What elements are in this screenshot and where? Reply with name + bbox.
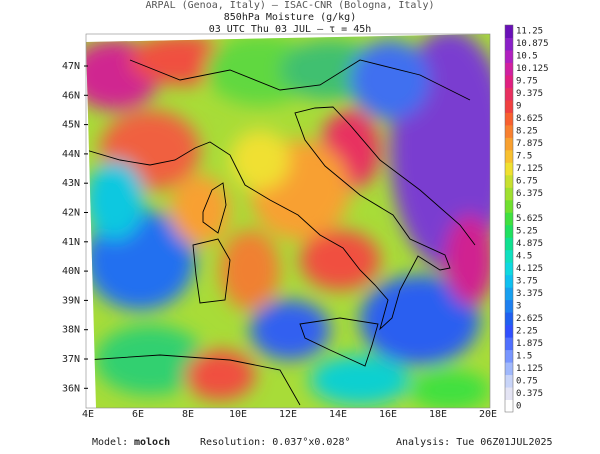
colorbar-swatch [505,362,513,376]
colorbar-label: 3.75 [516,276,538,286]
colorbar-swatch [505,187,513,201]
colorbar-label: 10.5 [516,52,538,62]
header-line: ARPAL (Genoa, Italy) – ISAC-CNR (Bologna… [146,0,435,11]
colorbar-swatch [505,274,513,288]
colorbar-swatch [505,399,513,413]
footer-model-value: moloch [134,437,170,448]
colorbar-swatch [505,212,513,226]
colorbar-swatch [505,337,513,351]
lat-label: 40N [62,266,80,277]
lon-label: 10E [229,409,247,420]
coastlines [86,59,476,406]
lon-label: 4E [82,409,94,420]
header-line: 03 UTC Thu 03 JUL – τ = 45h [209,24,372,35]
colorbar-label: 1.5 [516,351,532,361]
lat-label: 47N [62,61,80,72]
colorbar-label: 8.25 [516,127,538,137]
colorbar-label: 0.75 [516,376,538,386]
colorbar-swatch [505,237,513,251]
colorbar-swatch [505,99,513,113]
colorbar-label: 4.5 [516,251,532,261]
colorbar-swatch [505,174,513,188]
colorbar-label: 4.875 [516,239,543,249]
colorbar-swatch [505,287,513,301]
colorbar-swatch [505,312,513,326]
footer-model-label: Model: [92,437,128,448]
colorbar-swatch [505,87,513,101]
colorbar-label: 6.75 [516,177,538,187]
colorbar-label: 8.625 [516,114,543,124]
colorbar-label: 4.125 [516,264,543,274]
lat-label: 39N [62,295,80,306]
footer-analysis: Analysis: Tue 06Z01JUL2025 [396,437,553,448]
moisture-field [86,34,490,408]
colorbar-swatch [505,25,513,38]
colorbar-label: 10.125 [516,64,549,74]
header-line: 850hPa Moisture (g/kg) [224,12,356,23]
lon-label: 20E [479,409,497,420]
colorbar-swatch [505,262,513,276]
lat-label: 42N [62,208,80,219]
lon-label: 16E [379,409,397,420]
colorbar-label: 7.125 [516,164,543,174]
lat-label: 37N [62,354,80,365]
colorbar-swatch [505,137,513,151]
colorbar-swatch [505,37,513,51]
colorbar-label: 5.25 [516,226,538,236]
colorbar-label: 2.25 [516,326,538,336]
colorbar-swatch [505,199,513,213]
colorbar-swatch [505,387,513,401]
colorbar-swatch [505,112,513,126]
colorbar-swatch [505,249,513,263]
lon-label: 8E [182,409,194,420]
colorbar-label: 3 [516,301,521,311]
colorbar-swatch [505,374,513,388]
lat-label: 44N [62,149,80,160]
colorbar-swatch [505,349,513,363]
colorbar-label: 10.875 [516,39,549,49]
lon-label: 14E [329,409,347,420]
colorbar-label: 9.75 [516,77,538,87]
colorbar-label: 0.375 [516,389,543,399]
lat-label: 43N [62,178,80,189]
lat-label: 46N [62,90,80,101]
colorbar-label: 11.25 [516,27,543,37]
colorbar-frame [504,24,514,413]
lat-label: 36N [62,383,80,394]
lat-label: 38N [62,325,80,336]
colorbar-label: 0 [516,401,521,411]
colorbar-swatch [505,74,513,88]
colorbar-swatch [505,324,513,338]
colorbar-label: 6.375 [516,189,543,199]
lat-label: 45N [62,120,80,131]
colorbar-label: 1.875 [516,339,543,349]
colorbar-label: 5.625 [516,214,543,224]
lat-label: 41N [62,237,80,248]
colorbar-swatch [505,62,513,76]
colorbar-swatch [505,299,513,313]
colorbar-label: 3.375 [516,289,543,299]
colorbar-swatch [505,224,513,238]
colorbar-label: 9.375 [516,89,543,99]
footer-resolution: Resolution: 0.037°x0.028° [200,437,351,448]
colorbar-label: 6 [516,202,521,212]
colorbar-label: 1.125 [516,364,543,374]
lon-label: 12E [279,409,297,420]
colorbar-swatch [505,124,513,138]
lon-label: 18E [429,409,447,420]
colorbar-swatch [505,149,513,163]
colorbar-label: 9 [516,102,521,112]
colorbar-label: 2.625 [516,314,543,324]
colorbar-label: 7.5 [516,152,532,162]
colorbar-label: 7.875 [516,139,543,149]
colorbar-swatch [505,162,513,176]
lon-label: 6E [132,409,144,420]
colorbar-swatch [505,49,513,63]
